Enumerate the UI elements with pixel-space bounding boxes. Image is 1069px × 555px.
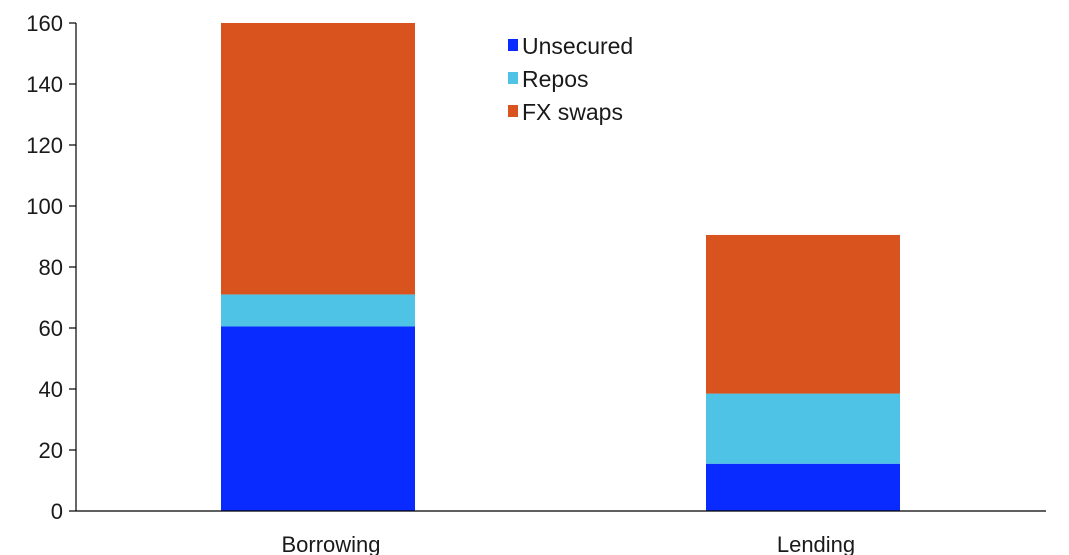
legend-swatch bbox=[508, 105, 518, 117]
y-tick-label: 100 bbox=[26, 194, 63, 219]
legend-swatch bbox=[508, 72, 518, 84]
legend-label: FX swaps bbox=[522, 99, 623, 125]
bar-borrowing-fx-swaps bbox=[221, 23, 415, 295]
y-axis: 0 20 40 60 80 100 120 140 160 bbox=[26, 11, 77, 524]
legend-label: Repos bbox=[522, 66, 588, 92]
bar-lending-repos bbox=[706, 393, 900, 464]
legend: Unsecured Repos FX swaps bbox=[508, 33, 633, 125]
legend-swatch bbox=[508, 39, 518, 51]
bar-borrowing-repos bbox=[221, 294, 415, 327]
legend-label: Unsecured bbox=[522, 33, 633, 59]
bar-borrowing-unsecured bbox=[221, 326, 415, 511]
y-tick-label: 80 bbox=[39, 255, 63, 280]
x-axis: Borrowing Lending bbox=[76, 510, 1046, 555]
bars-group bbox=[221, 23, 900, 511]
y-tick-label: 0 bbox=[51, 499, 63, 524]
x-tick-label: Lending bbox=[777, 532, 855, 555]
y-tick-label: 140 bbox=[26, 72, 63, 97]
y-tick-label: 60 bbox=[39, 316, 63, 341]
bar-lending-unsecured bbox=[706, 463, 900, 511]
y-tick-label: 20 bbox=[39, 438, 63, 463]
y-tick-label: 40 bbox=[39, 377, 63, 402]
y-tick-label: 160 bbox=[26, 11, 63, 36]
bar-lending-fx-swaps bbox=[706, 234, 900, 394]
y-tick-label: 120 bbox=[26, 133, 63, 158]
x-tick-label: Borrowing bbox=[281, 532, 380, 555]
